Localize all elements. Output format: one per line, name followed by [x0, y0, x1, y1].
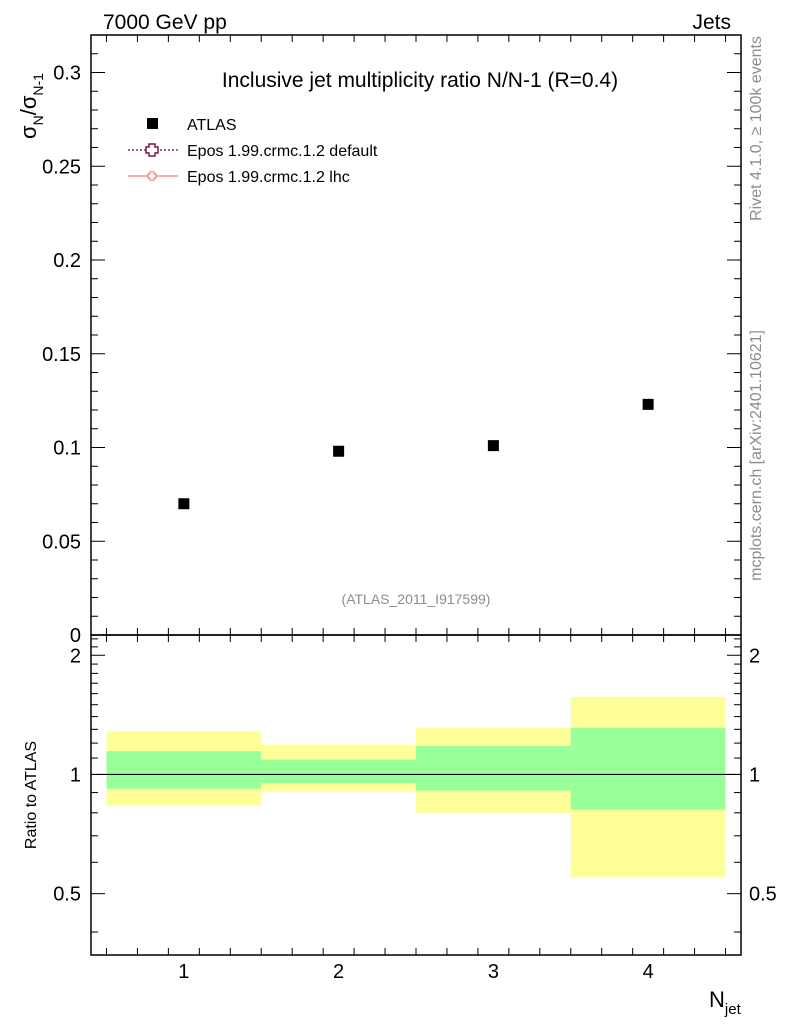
main-y-tick-label: 0	[70, 625, 81, 647]
main-y-tick-label: 0.25	[42, 156, 81, 178]
legend-epos-lhc-label: Epos 1.99.crmc.1.2 lhc	[187, 169, 350, 186]
ratio-y-tick-label-right: 2	[749, 645, 760, 667]
chart-title: Inclusive jet multiplicity ratio N/N-1 (…	[222, 69, 618, 92]
atlas-data-point	[333, 445, 345, 457]
header-jets: Jets	[692, 11, 731, 34]
atlas-data-points	[178, 398, 654, 510]
ratio-y-tick-label: 0.5	[53, 884, 81, 906]
ratio-green-band	[416, 745, 571, 791]
x-label-n: N	[709, 987, 725, 1012]
mcplots-source-label: mcplots.cern.ch [arXiv:2401.10621]	[748, 330, 765, 581]
legend-atlas-label: ATLAS	[187, 117, 237, 134]
y-label-sigma: σ	[16, 125, 41, 139]
legend-epos-lhc-marker	[147, 171, 157, 181]
header-energy: 7000 GeV pp	[103, 11, 227, 34]
analysis-id-annotation: (ATLAS_2011_I917599)	[342, 591, 491, 607]
main-y-tick-label: 0.15	[42, 344, 81, 366]
ratio-y-tick-labels: 0.5 0.5 1 1 2 2	[53, 645, 777, 905]
legend-epos-default-marker	[145, 143, 159, 157]
y-label-slash-sigma: /σ	[16, 95, 41, 115]
x-axis-label: Njet	[709, 987, 742, 1018]
x-label-sub-jet: jet	[724, 1001, 742, 1018]
main-y-tick-labels: 0 0.05 0.1 0.15 0.2 0.25 0.3	[42, 63, 81, 648]
ratio-green-band	[261, 759, 416, 784]
ratio-panel-ticks	[91, 635, 741, 955]
ratio-y-axis-label: Ratio to ATLAS	[23, 741, 40, 849]
x-tick-label: 3	[488, 961, 499, 983]
y-label-sub-n: N	[30, 115, 46, 125]
x-tick-label: 2	[333, 961, 344, 983]
ratio-y-tick-label: 2	[70, 645, 81, 667]
rivet-version-label: Rivet 4.1.0, ≥ 100k events	[748, 36, 765, 221]
atlas-data-point	[178, 498, 190, 510]
legend: ATLAS Epos 1.99.crmc.1.2 default Epos 1.…	[128, 117, 378, 186]
legend-atlas-marker	[147, 118, 158, 129]
ratio-green-band	[570, 728, 726, 810]
atlas-data-point	[487, 440, 499, 452]
x-tick-labels: 1 2 3 4	[178, 961, 653, 983]
main-y-axis-label: σN/σN-1	[16, 73, 46, 139]
main-y-tick-label: 0.2	[53, 250, 81, 272]
x-tick-label: 1	[178, 961, 189, 983]
ratio-bands	[106, 696, 726, 878]
legend-epos-default-label: Epos 1.99.crmc.1.2 default	[187, 143, 378, 160]
ratio-y-tick-label-right: 0.5	[749, 884, 777, 906]
y-label-sub-n-minus-1: N-1	[30, 73, 46, 96]
main-y-tick-label: 0.3	[53, 63, 81, 85]
ratio-y-tick-label: 1	[70, 764, 81, 786]
main-y-tick-label: 0.05	[42, 531, 81, 553]
ratio-y-tick-label-right: 1	[749, 764, 760, 786]
svg-text:σN/σN-1: σN/σN-1	[16, 73, 46, 139]
main-panel-ticks	[91, 34, 741, 636]
x-tick-label: 4	[643, 961, 654, 983]
atlas-data-point	[642, 398, 654, 410]
main-y-tick-label: 0.1	[53, 438, 81, 460]
ratio-green-band	[106, 751, 262, 789]
